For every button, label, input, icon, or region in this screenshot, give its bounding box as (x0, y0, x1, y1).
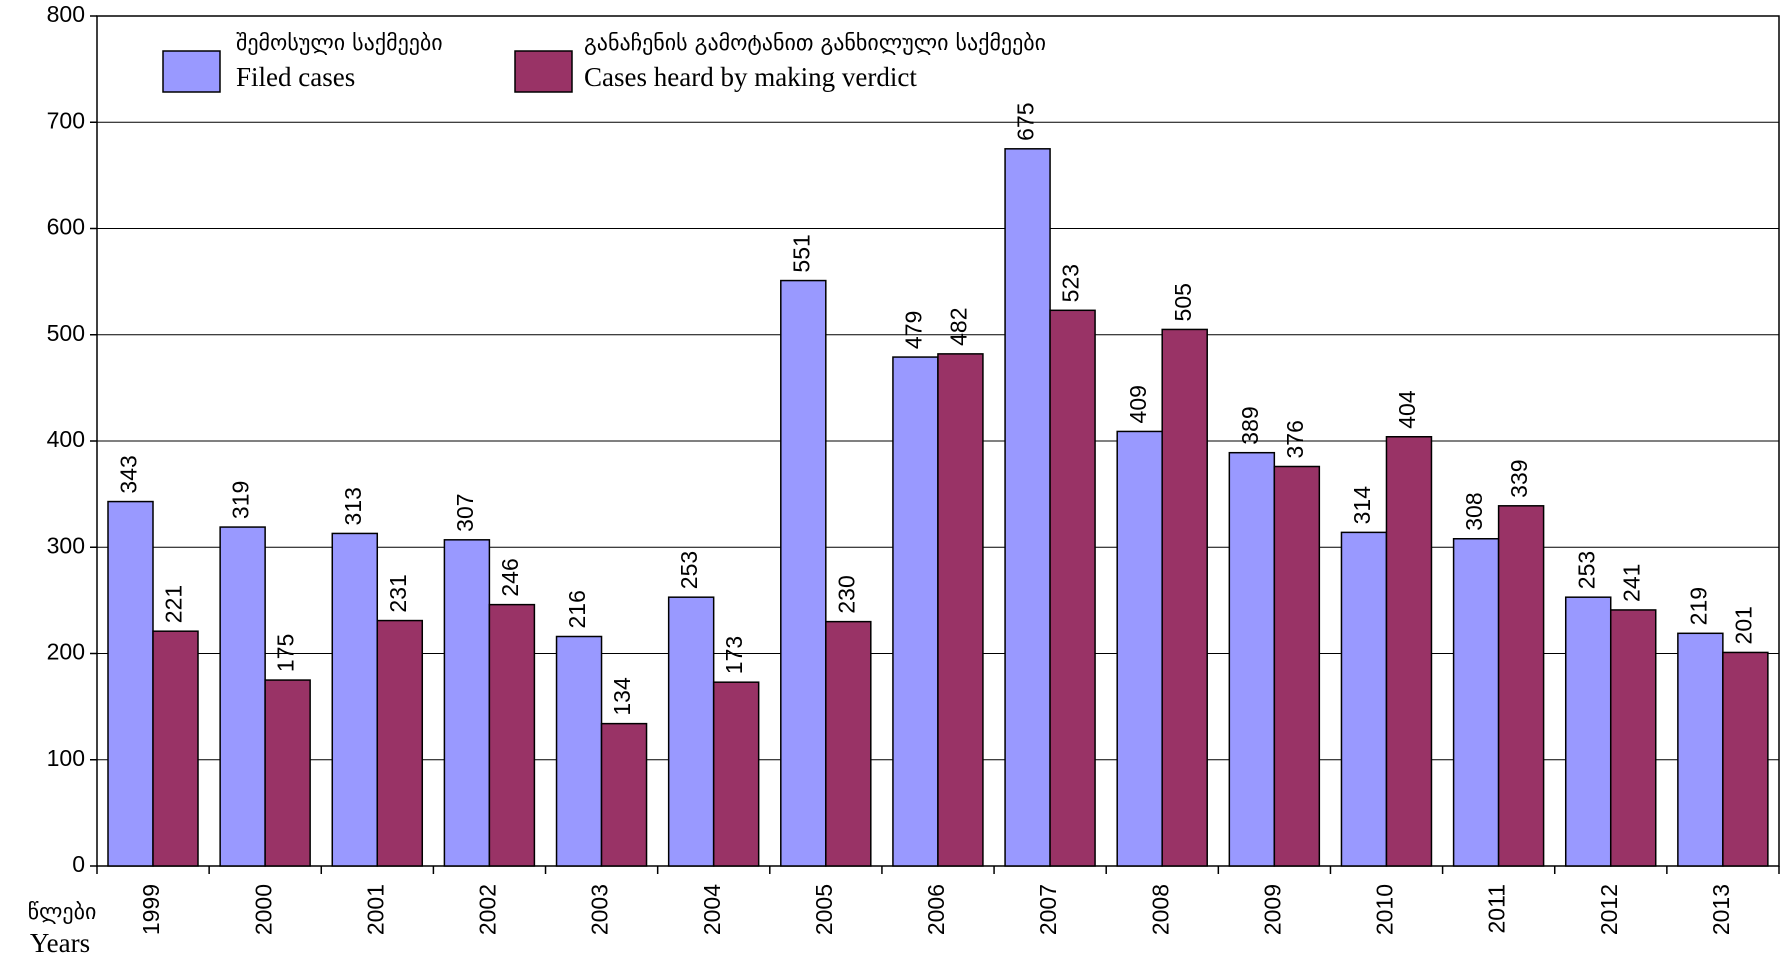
data-label: 241 (1618, 564, 1644, 602)
legend-swatch (514, 50, 573, 93)
x-axis-label: Years (30, 928, 90, 958)
bar (264, 679, 311, 867)
bar (1385, 436, 1433, 867)
y-tick-label: 700 (47, 107, 85, 133)
x-tick-label: 2005 (811, 884, 837, 935)
data-label: 505 (1170, 283, 1196, 321)
data-label: 313 (340, 487, 366, 525)
data-label: 675 (1013, 102, 1039, 140)
x-tick-label: 2011 (1484, 884, 1510, 933)
x-tick-label: 2001 (362, 884, 388, 935)
bar (1340, 531, 1388, 867)
data-label: 343 (116, 455, 142, 493)
legend-swatch (162, 50, 221, 93)
data-label: 134 (609, 677, 635, 716)
bar (1722, 651, 1769, 867)
x-tick-label: 2013 (1708, 884, 1734, 935)
bar (1273, 465, 1321, 867)
bar (107, 500, 154, 867)
legend-label: განაჩენის გამოტანით განხილული საქმეები (584, 31, 1046, 56)
x-axis-label: წლები (28, 900, 97, 925)
bar (780, 279, 827, 867)
y-tick-label: 300 (47, 532, 85, 558)
data-label: 523 (1058, 264, 1084, 302)
bar (667, 596, 715, 867)
x-tick-label: 2002 (475, 884, 501, 935)
data-label: 221 (161, 585, 187, 623)
y-tick-label: 800 (47, 1, 85, 27)
x-tick-label: 2006 (923, 884, 949, 935)
bar (443, 539, 491, 867)
bar (331, 532, 379, 867)
x-tick-label: 2007 (1035, 884, 1061, 935)
data-label: 319 (228, 481, 254, 519)
bar (1609, 609, 1657, 867)
data-label: 216 (564, 590, 590, 628)
data-label: 376 (1282, 420, 1308, 458)
y-tick-label: 0 (72, 851, 85, 877)
data-label: 201 (1730, 606, 1756, 644)
bar (1049, 309, 1096, 867)
bar (712, 681, 760, 867)
bar (1452, 538, 1500, 867)
bar (600, 722, 648, 867)
data-label: 389 (1237, 406, 1263, 444)
x-tick-label: 2012 (1596, 884, 1622, 935)
data-label: 404 (1394, 390, 1420, 429)
data-label: 339 (1506, 459, 1532, 497)
data-label: 253 (676, 551, 702, 589)
bar (1677, 632, 1724, 867)
data-label: 409 (1125, 385, 1151, 423)
data-label: 230 (833, 575, 859, 613)
bar (1116, 430, 1163, 867)
y-tick-label: 400 (47, 426, 85, 452)
y-tick-label: 500 (47, 320, 85, 346)
bar (892, 356, 939, 867)
x-tick-label: 2009 (1259, 884, 1285, 935)
x-tick-label: 2003 (587, 884, 613, 935)
x-tick-label: 2010 (1372, 884, 1398, 935)
data-label: 307 (452, 493, 478, 531)
legend-label: Cases heard by making verdict (584, 62, 917, 92)
x-tick-label: 2000 (250, 884, 276, 935)
data-label: 173 (721, 636, 747, 674)
bar (152, 630, 199, 867)
bar (1161, 328, 1208, 867)
y-tick-label: 200 (47, 639, 85, 665)
bar (1004, 148, 1051, 867)
data-label: 175 (273, 634, 299, 672)
x-tick-label: 1999 (138, 884, 164, 935)
bar (1228, 451, 1276, 867)
data-label: 246 (497, 558, 523, 596)
bar (219, 526, 266, 867)
data-label: 253 (1573, 551, 1599, 589)
x-tick-label: 2008 (1147, 884, 1173, 935)
bar (488, 603, 536, 867)
data-label: 314 (1349, 486, 1375, 525)
data-label: 479 (901, 311, 927, 349)
legend-label: Filed cases (236, 62, 355, 92)
bar (376, 619, 424, 867)
y-tick-label: 100 (47, 745, 85, 771)
x-tick-label: 2004 (699, 884, 725, 935)
data-label: 482 (946, 308, 972, 346)
data-label: 231 (385, 574, 411, 612)
bar (555, 635, 603, 867)
data-label: 551 (788, 234, 814, 272)
y-tick-label: 600 (47, 214, 85, 240)
bar (1497, 505, 1545, 867)
bar (825, 620, 872, 867)
legend-label: შემოსული საქმეები (236, 31, 443, 56)
data-label: 219 (1685, 587, 1711, 625)
bar (937, 353, 984, 867)
data-label: 308 (1461, 492, 1487, 530)
bar (1564, 596, 1612, 867)
